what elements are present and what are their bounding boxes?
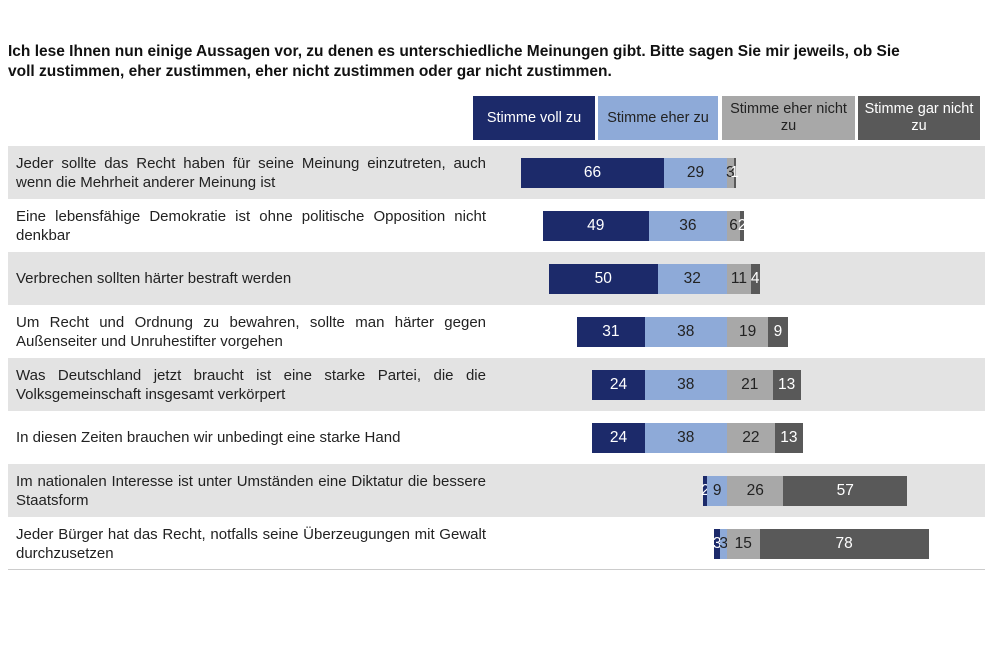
value-label: 1	[730, 163, 739, 181]
row-background	[8, 252, 985, 305]
row-label: Im nationalen Interesse ist unter Umstän…	[16, 472, 486, 509]
value-label: 31	[602, 322, 620, 340]
value-label: 19	[738, 322, 757, 340]
bar-segment	[592, 422, 645, 453]
bar-segment	[727, 157, 734, 188]
chart-title: Ich lese Ihnen nun einige Aussagen vor, …	[8, 43, 900, 80]
bar-segment	[727, 210, 741, 241]
bar-segment	[648, 210, 727, 241]
value-label: 32	[683, 269, 701, 287]
value-label: 3	[725, 163, 735, 181]
bar-segment	[783, 475, 908, 506]
legend-item: Stimme voll zu	[473, 96, 595, 140]
bar-segment	[774, 422, 803, 453]
value-label: 3	[712, 534, 722, 552]
value-label: 38	[677, 375, 695, 393]
value-label: 66	[583, 163, 602, 181]
row-label: Jeder Bürger hat das Recht, notfalls sei…	[16, 525, 486, 562]
value-label: 4	[750, 269, 760, 287]
value-label: 13	[780, 428, 798, 446]
row-background	[8, 146, 985, 199]
value-label: 9	[712, 481, 722, 499]
bar-segment	[664, 157, 727, 188]
bar-segment	[657, 263, 727, 294]
value-label: 11	[730, 269, 747, 287]
bar-segment	[727, 316, 769, 347]
value-label: 13	[778, 375, 796, 393]
value-label: 36	[679, 216, 697, 234]
bar-segment	[750, 263, 760, 294]
bar-segment	[713, 528, 721, 559]
bar-segment	[703, 475, 708, 506]
bar-segment	[644, 316, 727, 347]
row-label: Eine lebensfähige Demokratie ist ohne po…	[16, 207, 486, 244]
value-label: 26	[746, 481, 764, 499]
bar-segment	[733, 157, 736, 188]
value-label: 38	[677, 428, 695, 446]
row-label: Was Deutschland jetzt braucht ist eine s…	[16, 366, 486, 403]
legend-item: Stimme eher zu	[598, 96, 718, 140]
value-label: 2	[700, 481, 710, 499]
value-label: 24	[609, 375, 628, 393]
row-label: Jeder sollte das Recht haben für seine M…	[16, 154, 486, 191]
value-label: 49	[587, 216, 605, 234]
legend-item: Stimme gar nicht zu	[858, 96, 980, 140]
bar-segment	[727, 263, 751, 294]
value-label: 22	[742, 428, 760, 446]
bar-segment	[772, 369, 801, 400]
row-label: Um Recht und Ordnung zu bewahren, sollte…	[16, 313, 486, 350]
bar-segment	[542, 210, 649, 241]
bar-segment	[549, 263, 658, 294]
value-label: 29	[686, 163, 705, 181]
row-background	[8, 358, 985, 411]
value-label: 50	[594, 269, 612, 287]
bar-segment	[740, 210, 745, 241]
bar-segment	[577, 316, 645, 347]
row-label: In diesen Zeiten brauchen wir unbedingt …	[16, 429, 401, 446]
value-label: 6	[729, 216, 738, 234]
value-label: 3	[719, 534, 729, 552]
bar-segment	[727, 422, 775, 453]
bar-segment	[520, 157, 665, 188]
value-label: 24	[609, 428, 628, 446]
value-label: 15	[734, 534, 752, 552]
legend-item: Stimme eher nicht zu	[722, 96, 855, 140]
value-label: 2	[737, 216, 747, 234]
value-label: 57	[836, 481, 854, 499]
bar-segment	[727, 369, 773, 400]
bar-segment	[727, 475, 784, 506]
bar-segment	[644, 369, 727, 400]
value-label: 38	[677, 322, 695, 340]
value-label: 78	[835, 534, 853, 552]
bar-segment	[768, 316, 788, 347]
bar-segment	[592, 369, 645, 400]
bar-segment	[720, 528, 727, 559]
table-border	[8, 569, 985, 570]
bar-segment	[644, 422, 727, 453]
bar-segment	[727, 528, 760, 559]
value-label: 9	[773, 322, 783, 340]
bar-segment	[707, 475, 727, 506]
row-label: Verbrechen sollten härter bestraft werde…	[16, 270, 292, 287]
value-label: 21	[741, 375, 759, 393]
bar-segment	[759, 528, 929, 559]
